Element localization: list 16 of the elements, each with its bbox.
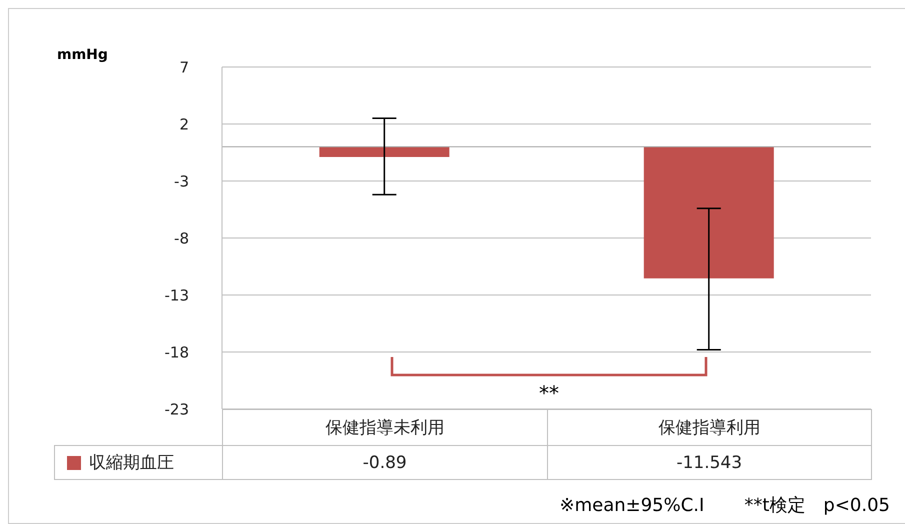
y-tick-label: -3 (174, 172, 189, 190)
y-tick-label: -23 (164, 400, 189, 418)
y-axis-title: mmHg (57, 47, 108, 63)
y-tick-label: 7 (179, 58, 189, 76)
y-tick-label: -13 (164, 286, 189, 304)
text: ※mean±95%C.I (560, 495, 704, 516)
legend-label: 収縮期血圧 (54, 445, 223, 480)
data-label: -0.89 (222, 445, 548, 480)
data-label: -11.543 (546, 445, 872, 480)
text: **t検定 p<0.05 (744, 495, 890, 516)
y-tick-label: -8 (174, 229, 189, 248)
y-tick-label: -18 (164, 343, 189, 362)
x-tick-label: 保健指導利用 (546, 409, 872, 446)
annotation: ** (538, 381, 560, 405)
y-tick-label: 2 (179, 115, 189, 134)
x-tick-label: 保健指導未利用 (222, 409, 548, 446)
